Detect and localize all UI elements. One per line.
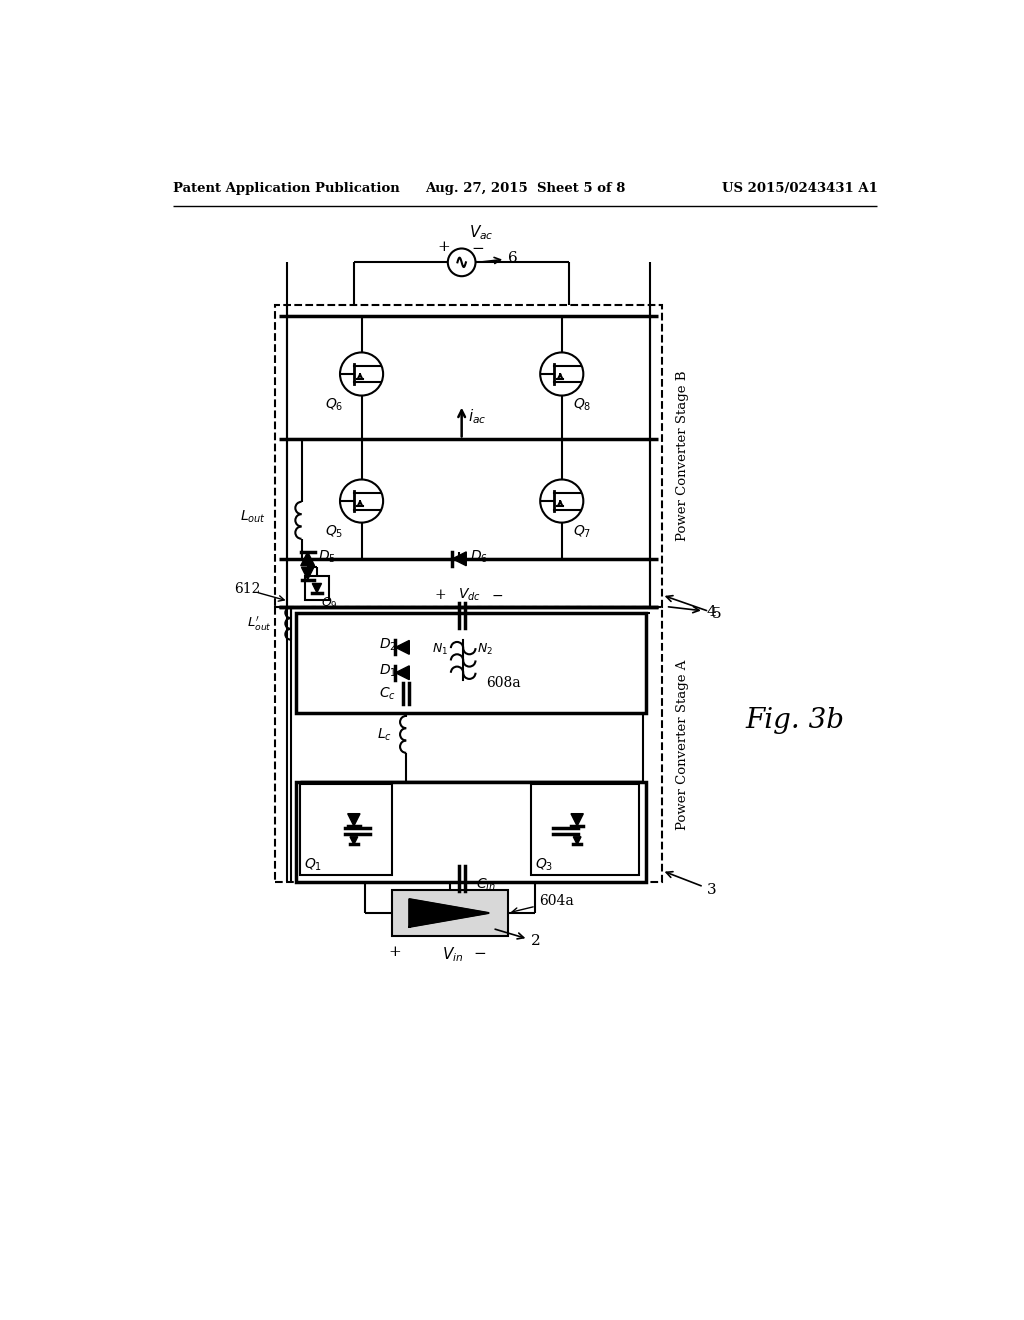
- Text: 3: 3: [667, 871, 716, 896]
- Text: $Q_1$: $Q_1$: [304, 857, 322, 873]
- Text: 604a: 604a: [512, 895, 573, 913]
- Polygon shape: [453, 552, 466, 566]
- Circle shape: [340, 479, 383, 523]
- Text: $Q_6$: $Q_6$: [325, 396, 343, 413]
- Text: $-$: $-$: [471, 240, 484, 253]
- Text: $L_c$: $L_c$: [377, 726, 392, 743]
- Text: $D_5$: $D_5$: [318, 549, 337, 565]
- Text: $V_{ac}$: $V_{ac}$: [469, 223, 494, 243]
- Text: $-$: $-$: [473, 945, 486, 960]
- Polygon shape: [395, 665, 410, 680]
- Circle shape: [447, 248, 475, 276]
- Text: Aug. 27, 2015  Sheet 5 of 8: Aug. 27, 2015 Sheet 5 of 8: [425, 182, 625, 194]
- Circle shape: [541, 479, 584, 523]
- Bar: [275, 305, 662, 607]
- Text: $C1$: $C1$: [344, 804, 364, 818]
- Text: 5: 5: [667, 595, 722, 622]
- Text: Power Converter Stage A: Power Converter Stage A: [676, 659, 689, 829]
- Text: 2: 2: [496, 929, 541, 948]
- Bar: [296, 612, 646, 713]
- Text: $L_{out}$: $L_{out}$: [240, 508, 266, 524]
- Text: $C3$: $C3$: [552, 804, 571, 818]
- Text: $-$: $-$: [490, 587, 503, 602]
- Polygon shape: [573, 837, 581, 845]
- Circle shape: [541, 352, 584, 396]
- Text: $V_{in}$: $V_{in}$: [442, 945, 464, 964]
- Bar: [392, 890, 508, 936]
- Text: $Q_9$: $Q_9$: [321, 597, 338, 611]
- Text: +: +: [435, 587, 446, 602]
- Text: $Q_8$: $Q_8$: [573, 396, 592, 413]
- Text: $D_6$: $D_6$: [470, 549, 488, 565]
- Text: 6: 6: [480, 251, 517, 265]
- Text: $Q_7$: $Q_7$: [573, 524, 592, 540]
- Text: $N_2$: $N_2$: [477, 642, 493, 657]
- Text: $Q_5$: $Q_5$: [325, 524, 343, 540]
- Text: $N_1$: $N_1$: [432, 642, 449, 657]
- Polygon shape: [301, 568, 313, 579]
- Polygon shape: [395, 640, 410, 655]
- Polygon shape: [312, 583, 322, 593]
- Bar: [531, 784, 639, 875]
- Polygon shape: [350, 837, 357, 845]
- Circle shape: [340, 352, 383, 396]
- Text: $D_2$: $D_2$: [379, 636, 397, 653]
- Text: $C_c$: $C_c$: [379, 685, 396, 702]
- Text: $C_{in}$: $C_{in}$: [475, 876, 496, 892]
- Text: $Q_3$: $Q_3$: [535, 857, 553, 873]
- Bar: [296, 781, 646, 882]
- Text: $C_{dc}$: $C_{dc}$: [475, 616, 498, 631]
- Bar: [304, 576, 330, 601]
- Text: $L_{out}'$: $L_{out}'$: [247, 615, 271, 632]
- Text: US 2015/0243431 A1: US 2015/0243431 A1: [722, 182, 878, 194]
- Text: 608a: 608a: [486, 676, 521, 690]
- Polygon shape: [348, 813, 360, 826]
- Text: +: +: [437, 240, 450, 253]
- Text: Patent Application Publication: Patent Application Publication: [173, 182, 399, 194]
- Text: $V_{dc}$: $V_{dc}$: [458, 587, 480, 603]
- Text: +: +: [388, 945, 401, 960]
- Text: 4: 4: [669, 605, 716, 619]
- Polygon shape: [571, 813, 584, 826]
- Text: $i_{ac}$: $i_{ac}$: [468, 408, 486, 426]
- Bar: [300, 784, 392, 875]
- Polygon shape: [301, 552, 314, 566]
- Text: $D_1$: $D_1$: [379, 663, 397, 678]
- Text: 612: 612: [234, 582, 261, 597]
- Bar: [275, 607, 662, 882]
- Text: Power Converter Stage B: Power Converter Stage B: [676, 371, 689, 541]
- Text: Fig. 3b: Fig. 3b: [745, 708, 844, 734]
- Polygon shape: [410, 899, 488, 927]
